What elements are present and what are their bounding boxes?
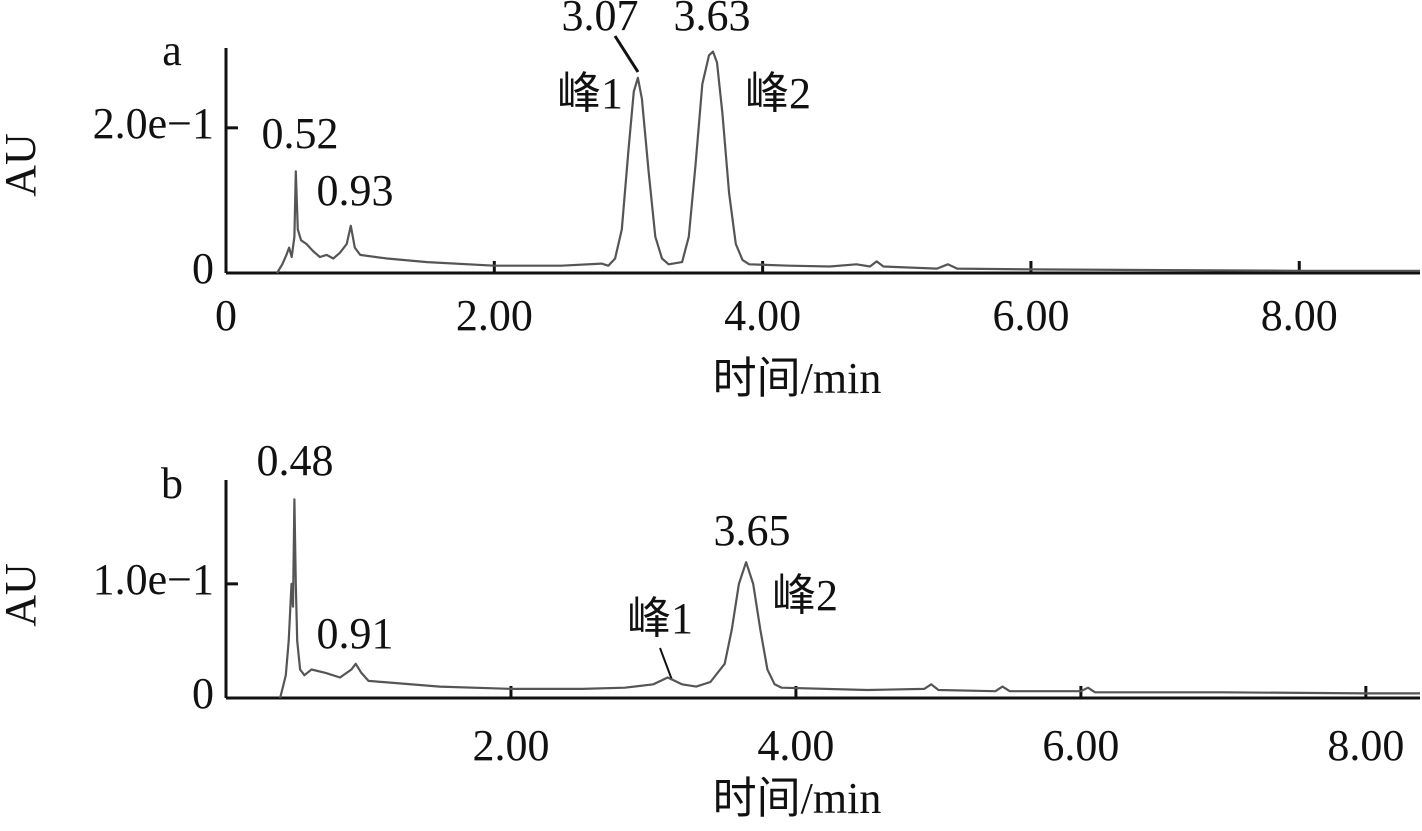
peak-annotation: 3.65 [714, 506, 791, 555]
peak-annotation: 峰1 [627, 594, 693, 643]
y-axis-label: AU [0, 133, 45, 197]
chromatogram-line [279, 498, 1420, 699]
x-axis-label: 时间/min [713, 774, 882, 823]
peak-annotation: 0.93 [317, 166, 394, 215]
x-tick-label: 2.00 [456, 291, 533, 340]
peak-annotation: 3.07 [562, 0, 639, 40]
y-tick-label: 2.0e−1 [93, 99, 214, 148]
x-tick-label: 0 [215, 291, 237, 340]
peak-annotation: 峰1 [557, 69, 623, 118]
peak-annotation: 0.48 [257, 436, 334, 485]
peak-annotation: 3.63 [674, 0, 751, 40]
y-tick-label: 0 [192, 244, 214, 293]
panel-label: a [162, 26, 182, 75]
leader-line [659, 647, 673, 681]
chromatogram-line [276, 50, 1420, 274]
panel-label: b [161, 459, 183, 508]
x-tick-label: 8.00 [1261, 291, 1338, 340]
x-tick-label: 6.00 [992, 291, 1069, 340]
y-tick-label: 0 [192, 669, 214, 718]
x-tick-label: 4.00 [757, 721, 834, 770]
leader-line [613, 35, 640, 73]
y-tick-label: 1.0e−1 [93, 555, 214, 604]
x-tick-label: 8.00 [1327, 721, 1404, 770]
peak-annotation: 峰2 [772, 571, 838, 620]
y-axis-label: AU [0, 563, 45, 627]
peak-annotation: 0.52 [262, 109, 339, 158]
peak-annotation: 0.91 [317, 609, 394, 658]
peak-annotation: 峰2 [745, 69, 811, 118]
x-axis-label: 时间/min [713, 354, 882, 403]
x-tick-label: 6.00 [1042, 721, 1119, 770]
x-tick-label: 4.00 [724, 291, 801, 340]
x-tick-label: 2.00 [472, 721, 549, 770]
